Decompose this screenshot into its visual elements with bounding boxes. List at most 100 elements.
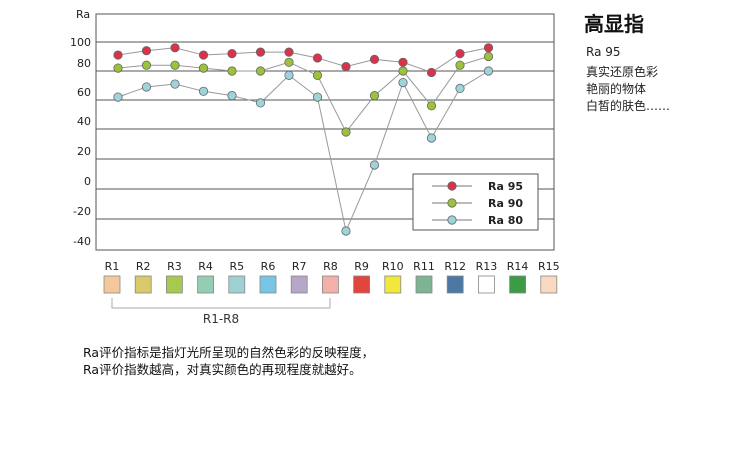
color-swatch — [509, 275, 527, 294]
series-lines — [117, 47, 489, 233]
description-text: Ra评价指标是指灯光所呈现的自然色彩的反映程度， Ra评价指数越高，对真实颜色的… — [83, 344, 374, 378]
data-point — [198, 86, 209, 96]
data-point — [113, 50, 123, 60]
color-swatches — [103, 275, 558, 294]
data-point — [398, 57, 408, 67]
y-tick-label: 100 — [70, 36, 91, 49]
color-swatch — [384, 275, 402, 294]
data-point — [483, 66, 494, 76]
y-tick-label: -40 — [73, 235, 91, 248]
color-swatch — [103, 275, 121, 294]
x-tick-label: R5 — [229, 260, 244, 273]
data-point — [455, 48, 465, 59]
data-point — [455, 83, 465, 94]
data-point — [255, 47, 266, 57]
data-point — [170, 43, 180, 53]
x-tick-label: R2 — [136, 260, 151, 273]
series-line — [117, 70, 489, 233]
color-swatch — [540, 275, 558, 294]
x-tick-label: R12 — [444, 260, 466, 273]
data-point — [113, 63, 123, 73]
legend-label: Ra 80 — [488, 214, 523, 227]
x-tick-label: R14 — [507, 260, 529, 273]
series-line — [117, 47, 489, 74]
y-tick-label: 40 — [77, 115, 91, 128]
series-line — [117, 56, 489, 133]
data-point — [483, 51, 494, 62]
x-tick-label: R9 — [354, 260, 369, 273]
color-swatch — [353, 275, 371, 294]
data-point — [284, 70, 294, 80]
y-axis-label: Ra — [76, 8, 90, 21]
data-point — [483, 43, 494, 53]
data-point — [141, 82, 152, 92]
y-tick-label: -20 — [73, 205, 91, 218]
side-line: 真实还原色彩 — [586, 65, 659, 79]
data-point — [141, 46, 152, 56]
r1-r8-bracket — [111, 298, 331, 309]
data-point — [284, 47, 294, 57]
data-point — [426, 67, 437, 78]
side-line: 艳丽的物体 — [586, 82, 647, 96]
legend: Ra 95 Ra 90 Ra 80 — [412, 173, 539, 231]
data-point — [312, 53, 323, 63]
data-point — [198, 63, 209, 73]
data-point — [398, 78, 408, 88]
x-tick-label: R13 — [476, 260, 498, 273]
y-tick-label: 0 — [84, 175, 91, 188]
data-point — [227, 66, 237, 76]
data-point — [426, 133, 437, 143]
x-tick-label: R3 — [167, 260, 182, 273]
data-point — [341, 62, 351, 72]
x-tick-label: R1 — [105, 260, 120, 273]
x-tick-label: R15 — [538, 260, 560, 273]
data-point — [227, 48, 237, 59]
color-swatch — [290, 275, 308, 294]
legend-label: Ra 95 — [488, 180, 523, 193]
legend-marker — [447, 181, 457, 191]
color-swatch — [321, 275, 339, 294]
y-tick-labels: 100 80 60 40 20 0 -20 -40 — [70, 36, 91, 248]
y-tick-label: 80 — [77, 57, 91, 70]
data-point — [369, 54, 380, 65]
data-point — [170, 60, 180, 70]
x-tick-label: R4 — [198, 260, 213, 273]
data-point — [426, 101, 437, 111]
color-swatch — [228, 275, 246, 294]
legend-box — [412, 173, 539, 231]
color-swatch — [415, 275, 433, 294]
data-point — [170, 79, 180, 89]
x-tick-labels: R1 R2 R3 R4 R5 R6 R7 R8 R9 R10 R11 R12 R13 R14 R15 — [105, 260, 560, 273]
data-point — [312, 92, 323, 102]
data-point — [455, 60, 465, 70]
color-swatch — [446, 275, 464, 294]
y-tick-label: 60 — [77, 86, 91, 99]
y-tick-label: 20 — [77, 145, 91, 158]
data-point — [341, 127, 351, 137]
side-line: 白皙的肤色…… — [586, 99, 671, 113]
legend-marker — [447, 215, 457, 225]
bracket-label: R1-R8 — [203, 312, 239, 326]
legend-marker — [447, 198, 457, 208]
x-tick-label: R10 — [382, 260, 404, 273]
color-swatch — [197, 275, 215, 294]
data-point — [312, 70, 323, 80]
color-swatch — [165, 275, 183, 294]
data-point — [198, 50, 209, 60]
color-swatch — [259, 275, 277, 294]
description-line: Ra评价指数越高，对真实颜色的再现程度就越好。 — [83, 362, 362, 377]
data-point — [227, 91, 237, 101]
data-point — [284, 57, 294, 67]
x-tick-label: R7 — [292, 260, 307, 273]
side-description: 真实还原色彩 艳丽的物体 白皙的肤色…… — [586, 64, 670, 115]
series-points — [113, 43, 494, 236]
x-tick-label: R8 — [323, 260, 338, 273]
description-line: Ra评价指标是指灯光所呈现的自然色彩的反映程度， — [83, 345, 375, 360]
data-point — [255, 98, 266, 108]
plot-area-frame — [95, 13, 555, 251]
data-point — [255, 66, 266, 76]
legend-label: Ra 90 — [488, 197, 523, 210]
color-swatch — [477, 275, 495, 294]
side-subtitle: Ra 95 — [586, 45, 621, 59]
